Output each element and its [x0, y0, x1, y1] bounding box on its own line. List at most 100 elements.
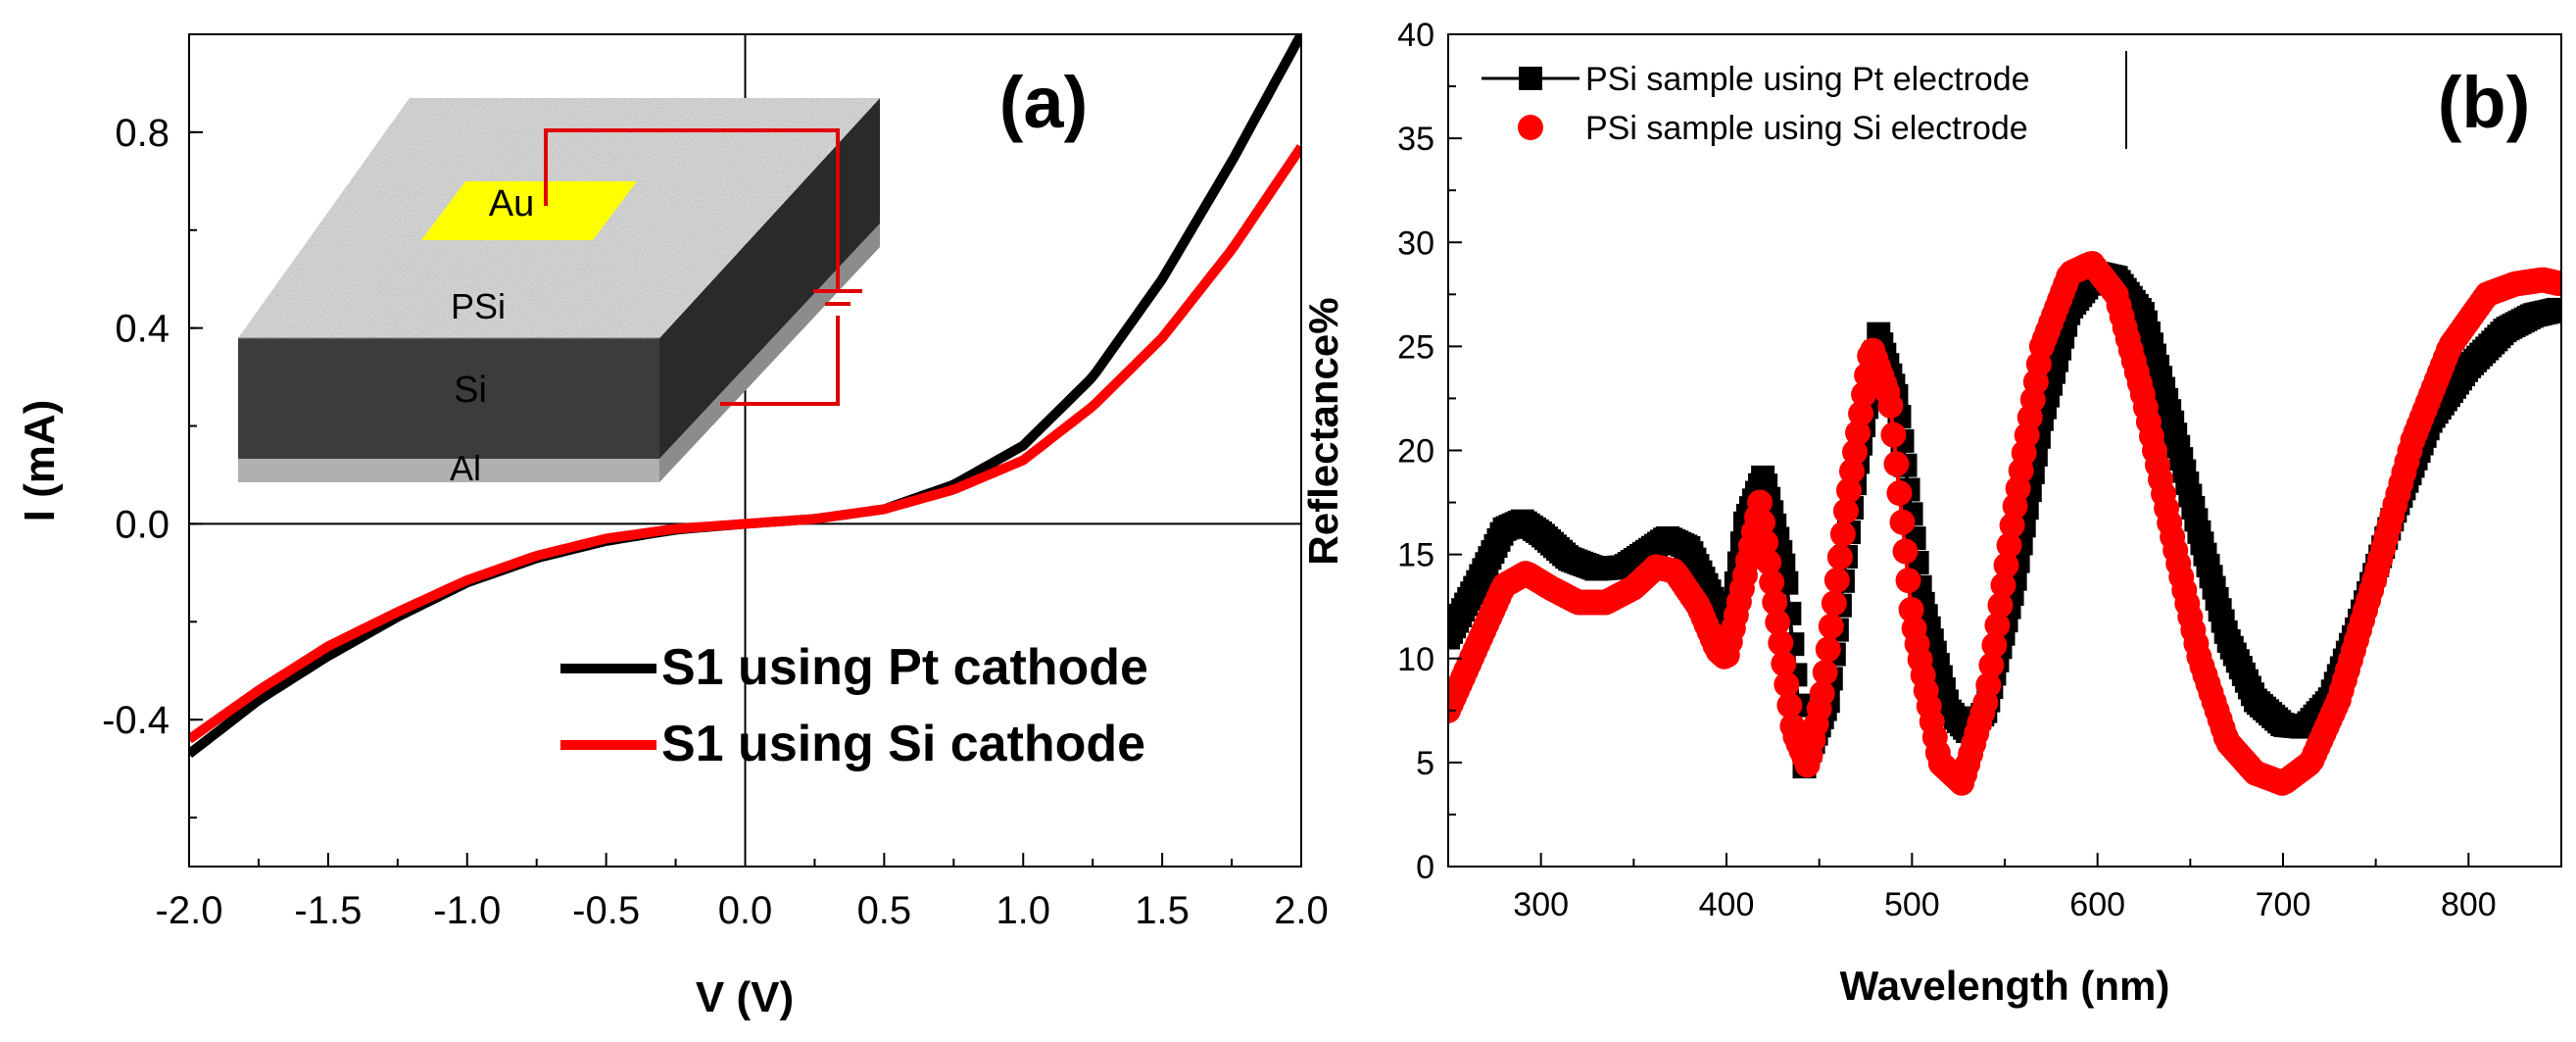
- data-point: [1880, 422, 1907, 448]
- y-tick-label-b: 25: [1397, 328, 1434, 366]
- x-tick-label-a: -1.0: [433, 889, 501, 932]
- inset-label-al: Al: [450, 448, 481, 488]
- panel-b-legend: PSi sample using Pt electrode PSi sample…: [1482, 51, 2127, 149]
- inset-wire-return: [720, 316, 840, 406]
- x-tick-label-a: 1.0: [996, 889, 1050, 932]
- y-tick-label-a: 0.0: [115, 503, 170, 546]
- data-point: [1750, 509, 1776, 535]
- data-point: [2546, 297, 2561, 322]
- data-point: [1848, 400, 1874, 426]
- data-point: [1756, 549, 1782, 575]
- y-tick-label-b: 15: [1397, 537, 1434, 574]
- legend-a-label-0: S1 using Pt cathode: [661, 639, 1148, 696]
- legend-b-marker-0: [1519, 67, 1542, 90]
- y-tick-label-b: 10: [1397, 641, 1434, 678]
- data-point: [1845, 420, 1871, 446]
- y-tick-label-a: 0.8: [115, 112, 170, 155]
- data-point: [1984, 612, 2011, 638]
- data-point: [1747, 489, 1774, 516]
- y-tick-label-a: 0.4: [115, 308, 170, 351]
- data-point: [1851, 381, 1877, 408]
- inset-si-front: [238, 338, 659, 459]
- data-point: [1842, 439, 1869, 466]
- data-point: [1771, 651, 1797, 677]
- y-tick-label-b: 40: [1397, 17, 1434, 54]
- data-point: [1987, 592, 2014, 619]
- reflectance-series-si: [1448, 250, 2561, 796]
- y-tick-label-b: 5: [1416, 745, 1434, 782]
- panel-a-label: (a): [999, 62, 1088, 143]
- legend-b-label-1: PSi sample using Si electrode: [1585, 110, 2028, 147]
- panel-b: 300 400 500 600 700 800 0 5 10 15 20 25 30 35 40 (b) W…: [1300, 17, 2562, 1009]
- x-tick-label-a: -2.0: [156, 889, 223, 932]
- inset-al-front: [238, 459, 659, 482]
- panel-b-xlabel: Wavelength (nm): [1840, 963, 2170, 1009]
- panel-b-frame: [1447, 33, 2562, 868]
- data-point: [1883, 451, 1910, 477]
- inset-label-si: Si: [454, 370, 487, 411]
- y-tick-label-b: 30: [1397, 224, 1434, 262]
- x-tick-label-b: 700: [2256, 886, 2311, 923]
- panel-a-ticks: -2.0 -1.5 -1.0 -0.5 0.0 0.5 1.0 1.5 2.0 -0.4 0.0 0.…: [102, 33, 1329, 932]
- data-point: [1815, 636, 1841, 663]
- x-tick-label-b: 400: [1699, 886, 1755, 923]
- data-point: [1826, 544, 1853, 571]
- panel-a-ylabel: I (mA): [16, 400, 64, 522]
- data-point: [1999, 512, 2025, 538]
- inset-label-psi: PSi: [451, 286, 506, 326]
- data-point: [1812, 659, 1838, 685]
- panel-a-series: [189, 34, 1301, 759]
- data-point: [1838, 458, 1865, 484]
- y-tick-label-b: 20: [1397, 433, 1434, 471]
- data-point: [1776, 692, 1803, 719]
- data-point: [1762, 589, 1788, 616]
- panel-a-frame: [188, 33, 1302, 868]
- data-point: [1895, 568, 1921, 594]
- x-tick-label-a: -1.5: [294, 889, 362, 932]
- y-tick-label-a: -0.4: [102, 699, 170, 742]
- data-point: [1829, 521, 1856, 547]
- data-point: [1889, 509, 1916, 535]
- data-point: [1832, 498, 1859, 524]
- data-point: [1835, 477, 1862, 504]
- panel-b-ylabel: Reflectance%: [1300, 297, 1346, 565]
- legend-b-marker-1: [1518, 115, 1543, 140]
- data-point: [1996, 532, 2022, 559]
- data-point: [1877, 392, 1904, 419]
- inset-wire: [544, 128, 840, 289]
- panel-b-ticks: 300 400 500 600 700 800 0 5 10 15 20 25 30 35 40: [1397, 17, 2562, 923]
- data-point: [1759, 570, 1785, 596]
- inset-al-side: [659, 223, 880, 482]
- legend-b-label-0: PSi sample using Pt electrode: [1585, 61, 2030, 98]
- data-point: [1821, 590, 1847, 617]
- data-point: [1765, 609, 1791, 635]
- data-point: [1981, 632, 2008, 659]
- inset-au-pad: [421, 181, 637, 240]
- legend-a-label-1: S1 using Si cathode: [661, 716, 1145, 772]
- x-tick-label-b: 300: [1513, 886, 1569, 923]
- data-point: [1993, 552, 2019, 578]
- device-inset: Au PSi Si Al: [238, 98, 880, 488]
- data-point: [1823, 567, 1850, 593]
- panel-a: Au PSi Si Al -2.0 -1.5 -1.0 -0.5 0.0 0.5 1.0 1.…: [16, 33, 1329, 1021]
- inset-si-side: [659, 98, 880, 459]
- y-tick-label-b: 0: [1416, 849, 1434, 886]
- data-point: [1886, 480, 1913, 507]
- data-point: [1990, 572, 2017, 599]
- data-point: [1768, 629, 1794, 656]
- data-point: [1818, 613, 1844, 639]
- iv-curve-si: [189, 144, 1301, 744]
- x-tick-label-a: 0.5: [857, 889, 912, 932]
- y-tick-label-b: 35: [1397, 121, 1434, 158]
- x-tick-label-b: 500: [1884, 886, 1940, 923]
- panel-a-xlabel: V (V): [696, 973, 794, 1021]
- inset-label-au: Au: [489, 183, 534, 224]
- x-tick-label-a: 1.5: [1135, 889, 1190, 932]
- panel-a-legend: S1 using Pt cathode S1 using Si cathode: [560, 639, 1148, 772]
- data-point: [1753, 529, 1779, 556]
- data-point: [1892, 538, 1919, 565]
- data-point: [1975, 671, 2002, 698]
- x-tick-label-a: -0.5: [572, 889, 640, 932]
